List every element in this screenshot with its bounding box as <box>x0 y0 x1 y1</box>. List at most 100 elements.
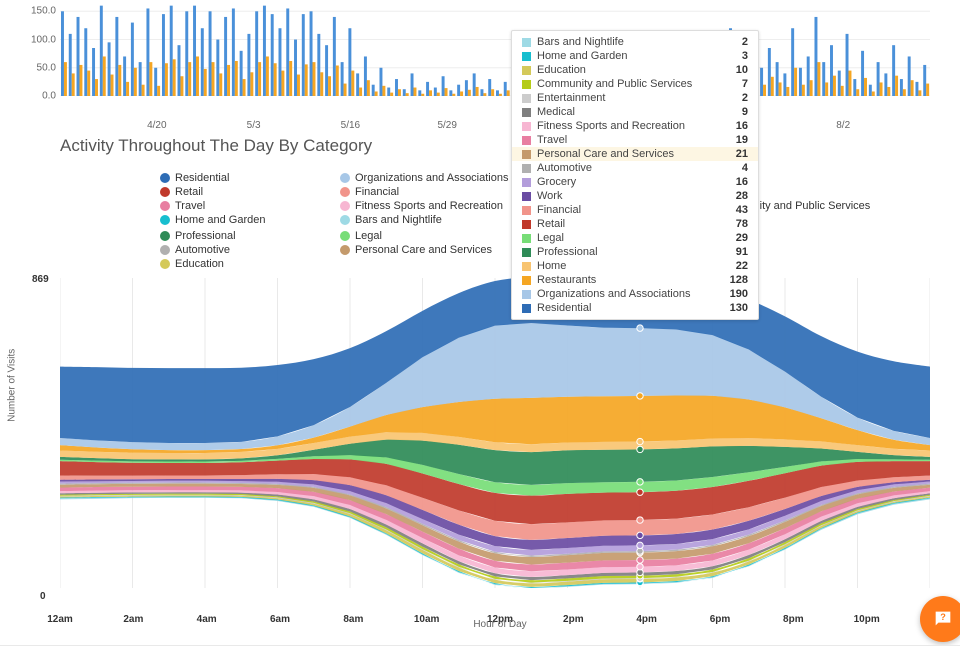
tooltip-value: 29 <box>736 232 748 244</box>
tooltip-swatch <box>522 262 531 271</box>
legend-item[interactable]: Professional <box>160 230 340 242</box>
tooltip-label: Automotive <box>537 162 732 174</box>
legend-swatch <box>340 215 350 225</box>
tooltip-label: Restaurants <box>537 274 720 286</box>
tooltip-value: 16 <box>736 176 748 188</box>
tooltip-value: 7 <box>742 78 748 90</box>
top-x-tick: 5/3 <box>247 120 261 131</box>
tooltip-swatch <box>522 108 531 117</box>
legend-swatch <box>160 215 170 225</box>
hover-marker <box>637 325 643 331</box>
tooltip-row: Home and Garden3 <box>512 49 758 63</box>
legend-item[interactable]: Education <box>160 258 340 270</box>
legend-label: Personal Care and Services <box>355 244 492 256</box>
hover-marker <box>637 479 643 485</box>
tooltip-label: Medical <box>537 106 732 118</box>
tooltip-swatch <box>522 290 531 299</box>
legend-item[interactable]: Organizations and Associations <box>340 172 520 184</box>
tooltip-label: Community and Public Services <box>537 78 732 90</box>
tooltip-value: 78 <box>736 218 748 230</box>
legend-item[interactable]: Legal <box>340 230 520 242</box>
tooltip-swatch <box>522 192 531 201</box>
main-chart-svg[interactable] <box>60 278 930 588</box>
tooltip-row: Education 10 <box>512 63 758 77</box>
legend-item[interactable]: Fitness Sports and Recreation <box>340 200 520 212</box>
legend-label: Home and Garden <box>175 214 266 226</box>
tooltip-label: Bars and Nightlife <box>537 36 732 48</box>
tooltip-row: Retail78 <box>512 217 758 231</box>
tooltip-label: Education <box>537 64 726 76</box>
legend-label: Financial <box>355 186 399 198</box>
legend-swatch <box>160 173 170 183</box>
top-x-tick: 5/16 <box>341 120 360 131</box>
legend-item[interactable]: Residential <box>160 172 340 184</box>
legend-swatch <box>160 245 170 255</box>
section-title: Activity Throughout The Day By Category <box>60 136 960 156</box>
legend-item[interactable]: Bars and Nightlife <box>340 214 520 226</box>
top-y-tick: 50.0 <box>37 62 56 73</box>
tooltip-value: 21 <box>736 148 748 160</box>
legend-item[interactable]: Retail <box>160 186 340 198</box>
tooltip-label: Entertainment <box>537 92 732 104</box>
top-x-tick: 8/2 <box>836 120 850 131</box>
tooltip-row: Legal29 <box>512 231 758 245</box>
y-zero-label: 0 <box>40 591 46 602</box>
tooltip-label: Residential <box>537 302 720 314</box>
tooltip-row: Travel19 <box>512 133 758 147</box>
legend-label: Organizations and Associations <box>355 172 508 184</box>
tooltip-value: 190 <box>730 288 748 300</box>
legend-label: Retail <box>175 186 203 198</box>
tooltip-row: Professional91 <box>512 245 758 259</box>
tooltip-swatch <box>522 66 531 75</box>
hover-marker <box>637 532 643 538</box>
tooltip-label: Personal Care and Services <box>537 148 726 160</box>
x-axis-title: Hour of Day <box>60 619 940 630</box>
y-axis-label: Number of Visits <box>7 349 18 422</box>
tooltip-swatch <box>522 80 531 89</box>
top-chart-svg <box>60 0 930 96</box>
tooltip-swatch <box>522 220 531 229</box>
hover-marker <box>637 489 643 495</box>
legend-label: Bars and Nightlife <box>355 214 442 226</box>
tooltip-value: 43 <box>736 204 748 216</box>
hover-marker <box>637 557 643 563</box>
legend-item[interactable]: Automotive <box>160 244 340 256</box>
tooltip-row: Personal Care and Services 21 <box>512 147 758 161</box>
tooltip-row: Financial 43 <box>512 203 758 217</box>
top-x-tick: 4/20 <box>147 120 166 131</box>
tooltip-row: Community and Public Services 7 <box>512 77 758 91</box>
hover-marker <box>637 393 643 399</box>
hover-marker <box>637 438 643 444</box>
tooltip-swatch <box>522 234 531 243</box>
tooltip-value: 4 <box>742 162 748 174</box>
top-bar-chart: 0.050.0100.0150.0 4/205/35/165/296/117/2… <box>60 0 940 108</box>
hover-marker <box>637 517 643 523</box>
legend-item[interactable]: Personal Care and Services <box>340 244 520 256</box>
legend-item[interactable]: Home and Garden <box>160 214 340 226</box>
svg-text:?: ? <box>940 612 946 622</box>
legend-item[interactable]: Financial <box>340 186 520 198</box>
legend-swatch <box>340 231 350 241</box>
legend-swatch <box>160 231 170 241</box>
tooltip-value: 2 <box>742 92 748 104</box>
main-stream-chart: Number of Visits 869 0 12am2am4am6am8am1… <box>60 278 940 628</box>
help-fab[interactable]: ? <box>920 596 960 642</box>
tooltip-value: 91 <box>736 246 748 258</box>
legend-swatch <box>340 245 350 255</box>
legend-swatch <box>160 259 170 269</box>
legend-swatch <box>340 187 350 197</box>
tooltip-label: Home <box>537 260 726 272</box>
tooltip-row: Work28 <box>512 189 758 203</box>
tooltip-row: Grocery16 <box>512 175 758 189</box>
legend-swatch <box>160 201 170 211</box>
legend-label: Education <box>175 258 224 270</box>
tooltip-label: Financial <box>537 204 726 216</box>
tooltip-row: Home22 <box>512 259 758 273</box>
legend-item[interactable]: Travel <box>160 200 340 212</box>
tooltip-swatch <box>522 178 531 187</box>
tooltip-row: Restaurants128 <box>512 273 758 287</box>
hover-marker <box>637 564 643 570</box>
tooltip-value: 10 <box>736 64 748 76</box>
legend-label: Legal <box>355 230 382 242</box>
tooltip-label: Work <box>537 190 726 202</box>
